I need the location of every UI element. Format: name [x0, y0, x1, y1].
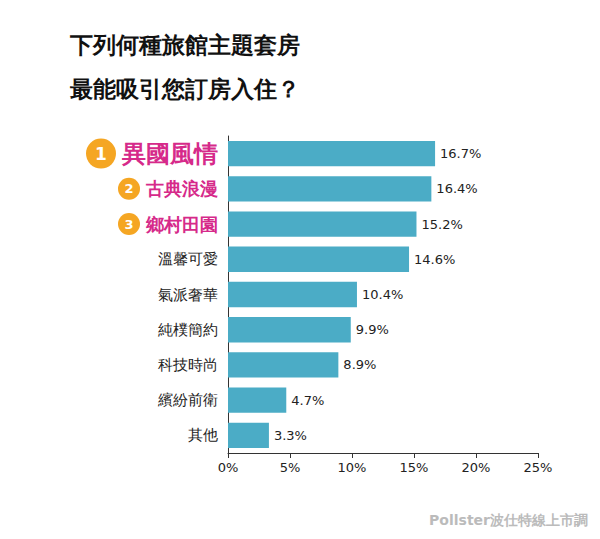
svg-text:20%: 20%	[462, 460, 491, 475]
svg-text:最能吸引您訂房入住？: 最能吸引您訂房入住？	[69, 76, 300, 102]
svg-text:15%: 15%	[400, 460, 429, 475]
svg-text:25%: 25%	[524, 460, 553, 475]
svg-text:3.3%: 3.3%	[274, 428, 307, 443]
svg-text:15.2%: 15.2%	[421, 217, 462, 232]
svg-text:氣派奢華: 氣派奢華	[158, 286, 218, 304]
svg-text:3: 3	[124, 217, 133, 232]
svg-text:4.7%: 4.7%	[291, 393, 324, 408]
svg-text:16.4%: 16.4%	[436, 181, 477, 196]
svg-text:Pollster波仕特線上市調: Pollster波仕特線上市調	[429, 512, 588, 528]
svg-text:下列何種旅館主題套房: 下列何種旅館主題套房	[69, 32, 300, 58]
svg-text:古典浪漫: 古典浪漫	[145, 178, 218, 199]
svg-text:10.4%: 10.4%	[362, 287, 403, 302]
svg-text:科技時尚: 科技時尚	[158, 356, 218, 374]
svg-text:0%: 0%	[218, 460, 239, 475]
svg-text:溫馨可愛: 溫馨可愛	[158, 250, 218, 268]
svg-text:異國風情: 異國風情	[121, 140, 218, 168]
svg-text:5%: 5%	[280, 460, 301, 475]
svg-text:9.9%: 9.9%	[356, 322, 389, 337]
svg-text:其他: 其他	[188, 426, 218, 444]
svg-text:純樸簡約: 純樸簡約	[158, 321, 218, 339]
svg-text:鄉村田園: 鄉村田園	[145, 214, 218, 235]
svg-text:16.7%: 16.7%	[440, 146, 481, 161]
svg-text:8.9%: 8.9%	[343, 357, 376, 372]
svg-text:1: 1	[95, 144, 107, 164]
svg-text:10%: 10%	[338, 460, 367, 475]
svg-text:14.6%: 14.6%	[414, 252, 455, 267]
svg-text:2: 2	[124, 181, 133, 196]
svg-text:繽紛前衛: 繽紛前衛	[157, 391, 218, 409]
